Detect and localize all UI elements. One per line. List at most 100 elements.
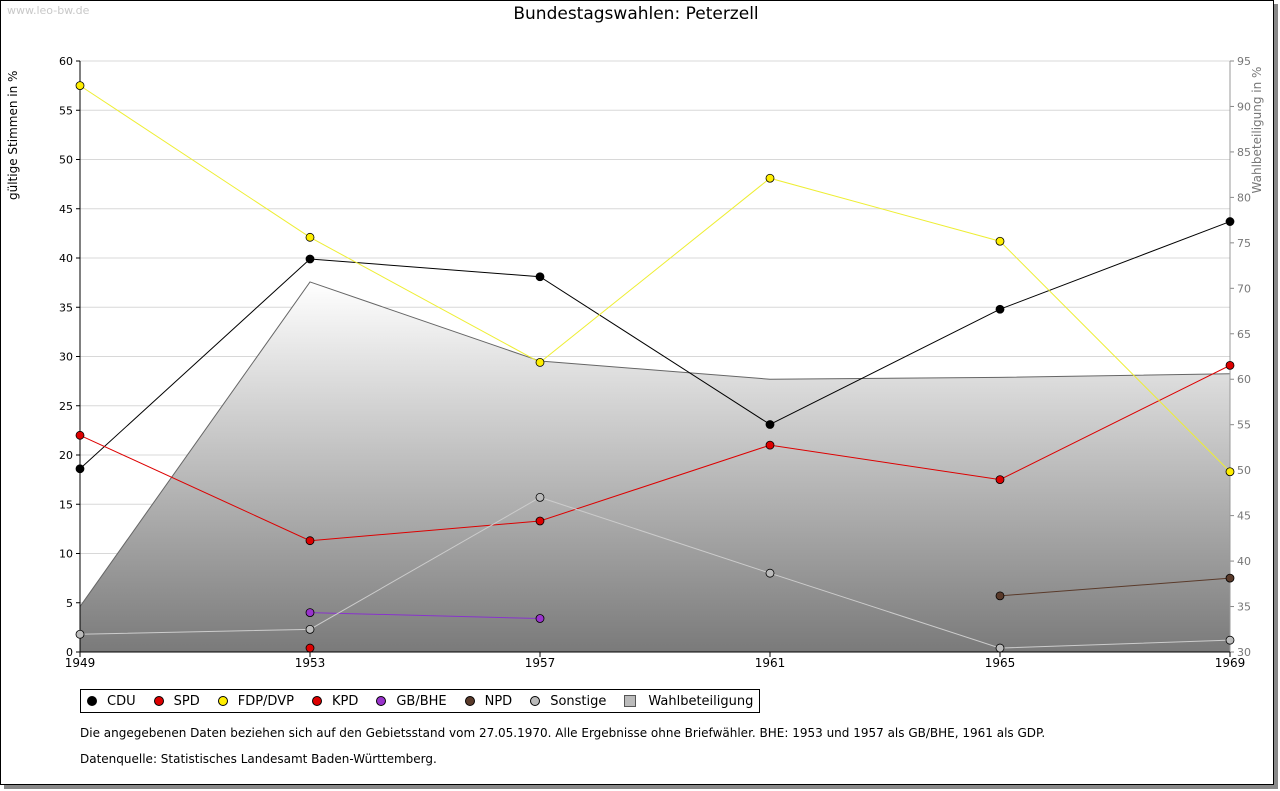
point-sonstige xyxy=(305,624,315,634)
point-npd xyxy=(995,591,1005,601)
y-tick-label-right: 65 xyxy=(1237,328,1251,341)
series-line-spd xyxy=(79,364,1231,542)
legend-item-cdu[interactable]: CDU xyxy=(87,694,136,709)
point-cdu xyxy=(75,464,85,474)
x-tick-label: 1949 xyxy=(65,656,96,670)
point-fdp-dvp xyxy=(305,232,315,242)
legend-label-wahlbeteiligung: Wahlbeteiligung xyxy=(648,693,754,709)
data-source: Datenquelle: Statistisches Landesamt Bad… xyxy=(80,752,437,766)
point-spd xyxy=(1225,360,1235,370)
point-sonstige xyxy=(535,492,545,502)
legend-marker-npd xyxy=(464,696,475,706)
y-tick-label-left: 30 xyxy=(59,351,73,364)
point-fdp-dvp xyxy=(75,81,85,91)
point-kpd xyxy=(305,643,315,653)
point-gb-bhe xyxy=(305,608,315,617)
axis-layer: 0 5 10 15 20 25 30 35 40 45 50 55 60 30 35 40 45 50 55 60 65… xyxy=(59,55,1251,670)
legend-label-sonstige: Sonstige xyxy=(550,693,607,709)
point-spd xyxy=(305,536,315,546)
marker-layer xyxy=(75,81,1235,653)
series-line-gb-bhe xyxy=(309,612,541,620)
y-tick-label-left: 50 xyxy=(59,154,73,167)
y-tick-label-right: 80 xyxy=(1237,191,1251,204)
point-cdu xyxy=(765,420,775,429)
legend-marker-fdp xyxy=(217,696,228,706)
legend-label-cdu: CDU xyxy=(107,693,136,709)
point-cdu xyxy=(305,254,315,264)
y-tick-label-left: 35 xyxy=(59,301,73,314)
y-tick-label-left: 40 xyxy=(59,252,73,265)
legend-item-wahlbeteiligung[interactable]: Wahlbeteiligung xyxy=(624,694,753,709)
point-fdp-dvp xyxy=(535,358,545,367)
point-fdp-dvp xyxy=(1225,467,1235,477)
y-tick-label-left: 10 xyxy=(59,548,73,561)
legend-marker-spd xyxy=(153,696,164,706)
y-tick-label-right: 60 xyxy=(1237,373,1251,386)
y-tick-label-left: 45 xyxy=(59,203,73,216)
point-fdp-dvp xyxy=(995,236,1005,246)
legend-label-fdp: FDP/DVP xyxy=(237,693,294,709)
point-sonstige xyxy=(995,643,1005,653)
y-tick-label-right: 30 xyxy=(1237,646,1251,659)
y-tick-label-right: 85 xyxy=(1237,146,1251,159)
turnout-line xyxy=(79,281,1231,607)
y-tick-label-right: 50 xyxy=(1237,464,1251,477)
y-tick-label-right: 35 xyxy=(1237,601,1251,614)
legend-marker-cdu xyxy=(87,696,97,706)
legend-item-gbbhe[interactable]: GB/BHE xyxy=(376,693,447,709)
y-tick-label-right: 40 xyxy=(1237,555,1251,568)
y-tick-label-right: 95 xyxy=(1237,55,1251,68)
y-tick-label-left: 15 xyxy=(59,498,73,511)
point-sonstige xyxy=(1225,635,1235,645)
legend-label-kpd: KPD xyxy=(331,693,359,709)
legend-label-spd: SPD xyxy=(173,693,200,709)
y-tick-label-right: 70 xyxy=(1237,282,1251,295)
y-tick-label-right: 45 xyxy=(1237,510,1251,523)
y-tick-label-left: 60 xyxy=(59,55,73,68)
legend-label-npd: NPD xyxy=(484,693,513,709)
y-tick-label-left: 55 xyxy=(59,104,73,117)
point-spd xyxy=(995,475,1005,485)
point-spd xyxy=(75,430,85,440)
legend-item-sonstige[interactable]: Sonstige xyxy=(530,694,606,709)
series-line-fdp-dvp xyxy=(79,85,1231,473)
turnout-area xyxy=(80,281,1230,652)
x-tick-label: 1965 xyxy=(985,656,1016,670)
point-cdu xyxy=(995,304,1005,314)
y-tick-label-right: 75 xyxy=(1237,237,1251,250)
chart-title: Bundestagswahlen: Peterzell xyxy=(513,4,759,24)
y-tick-label-left: 0 xyxy=(66,646,73,659)
y-tick-label-left: 25 xyxy=(59,400,73,413)
x-tick-label: 1961 xyxy=(755,656,786,670)
legend-marker-sonstige xyxy=(530,696,541,706)
legend-item-npd[interactable]: NPD xyxy=(464,693,513,709)
point-sonstige xyxy=(75,629,85,639)
point-fdp-dvp xyxy=(765,173,775,183)
point-spd xyxy=(765,440,775,450)
series-line-npd xyxy=(999,577,1231,597)
legend: CDU SPD FDP/DVP KPD GB/BHE NPD Sonstige … xyxy=(80,689,761,713)
watermark: www.leo-bw.de xyxy=(7,4,90,17)
legend-item-spd[interactable]: SPD xyxy=(153,693,200,709)
x-tick-label: 1969 xyxy=(1215,656,1246,670)
y-axis-label-right: Wahlbeteiligung in % xyxy=(1250,67,1264,194)
legend-label-gbbhe: GB/BHE xyxy=(396,693,447,709)
y-tick-label-right: 90 xyxy=(1237,100,1251,113)
x-tick-label: 1953 xyxy=(295,656,326,670)
point-npd xyxy=(1225,573,1235,583)
legend-item-kpd[interactable]: KPD xyxy=(311,693,359,709)
area-layer xyxy=(79,281,1231,652)
series-line-cdu xyxy=(79,221,1231,470)
footnote: Die angegebenen Daten beziehen sich auf … xyxy=(80,726,1046,740)
line-layer xyxy=(79,85,1231,649)
legend-marker-wahlbeteiligung xyxy=(624,695,637,707)
legend-marker-kpd xyxy=(311,696,322,706)
y-tick-label-left: 5 xyxy=(66,597,73,610)
point-sonstige xyxy=(765,568,775,578)
legend-marker-gbbhe xyxy=(376,696,387,706)
legend-item-fdp[interactable]: FDP/DVP xyxy=(217,693,294,709)
y-tick-label-left: 20 xyxy=(59,449,73,462)
point-gb-bhe xyxy=(535,614,545,623)
y-tick-label-right: 55 xyxy=(1237,419,1251,432)
